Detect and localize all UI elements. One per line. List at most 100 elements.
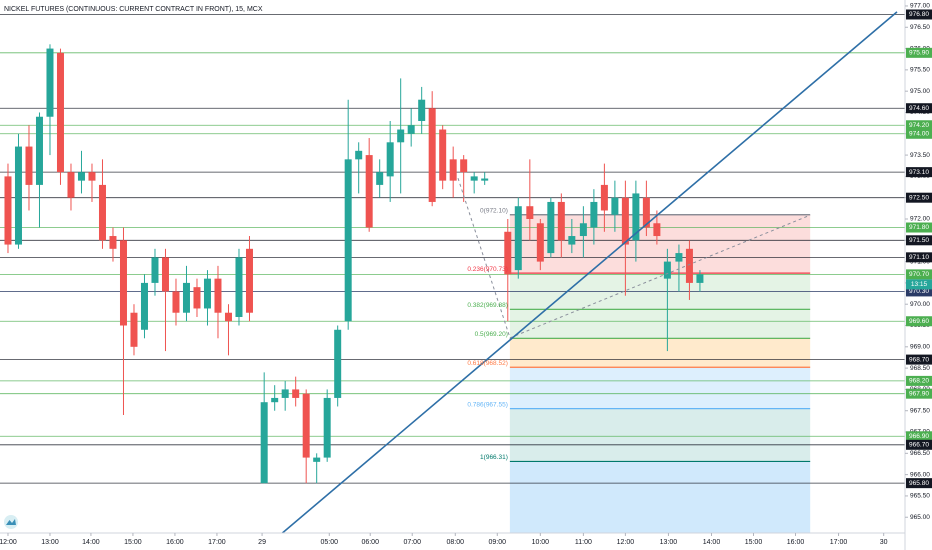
level-label: 969.60 bbox=[909, 318, 929, 325]
candle-body bbox=[203, 278, 211, 309]
logo bbox=[4, 515, 18, 529]
x-tick-label: 08:00 bbox=[447, 539, 465, 546]
candle-body bbox=[696, 274, 704, 283]
fib-label: 0.382(969.88) bbox=[467, 302, 507, 309]
candle-body bbox=[109, 236, 117, 249]
x-tick-label: 07:00 bbox=[403, 539, 421, 546]
countdown: 13:15 bbox=[911, 281, 928, 288]
level-box bbox=[906, 439, 932, 450]
level-label: 975.90 bbox=[909, 50, 929, 57]
fib-label: 0.5(969.20) bbox=[475, 331, 508, 338]
trend-line bbox=[281, 11, 898, 533]
y-tick-label: 977.00 bbox=[910, 3, 930, 10]
x-tick-label: 17:00 bbox=[830, 539, 848, 546]
level-box bbox=[906, 128, 932, 139]
level-label: 971.10 bbox=[909, 254, 929, 261]
y-tick-label: 965.00 bbox=[910, 514, 930, 521]
level-label: 970.70 bbox=[909, 271, 929, 278]
candle-body bbox=[214, 278, 222, 313]
x-tick-label: 13:00 bbox=[660, 539, 678, 546]
candle-body bbox=[526, 206, 534, 219]
x-tick-label: 15:00 bbox=[124, 539, 142, 546]
axes: 965.00965.50966.00966.50967.00967.50968.… bbox=[0, 3, 932, 546]
level-box bbox=[906, 47, 932, 58]
fib-zone bbox=[509, 461, 811, 533]
fib-label: 1(966.31) bbox=[480, 454, 508, 461]
level-label: 967.90 bbox=[909, 390, 929, 397]
fib-zone bbox=[509, 367, 811, 409]
candle-body bbox=[557, 201, 565, 241]
level-box bbox=[906, 252, 932, 263]
level-box bbox=[906, 167, 932, 178]
candle-body bbox=[245, 248, 253, 313]
candle-body bbox=[663, 261, 671, 279]
candle-body bbox=[35, 116, 43, 185]
candle-body bbox=[600, 184, 608, 211]
candle-body bbox=[344, 159, 352, 322]
x-tick-label: 09:00 bbox=[489, 539, 507, 546]
x-tick-label: 05:00 bbox=[321, 539, 339, 546]
x-tick-label: 29 bbox=[258, 539, 266, 546]
x-tick-label: 14:00 bbox=[82, 539, 100, 546]
candle-body bbox=[418, 99, 426, 122]
candle-body bbox=[281, 389, 289, 398]
candle-body bbox=[376, 172, 384, 185]
x-tick-label: 15:00 bbox=[745, 539, 763, 546]
candle-body bbox=[77, 172, 85, 181]
candle-body bbox=[302, 393, 310, 458]
candle-body bbox=[25, 146, 33, 185]
fib-label: 0(972.10) bbox=[480, 207, 508, 214]
level-box bbox=[906, 316, 932, 327]
x-tick-label: 12:00 bbox=[0, 539, 17, 546]
candle-body bbox=[46, 48, 54, 117]
candle-body bbox=[224, 312, 232, 322]
level-box bbox=[906, 269, 932, 280]
level-box bbox=[906, 286, 932, 297]
x-tick-label: 30 bbox=[880, 539, 888, 546]
candle-body bbox=[161, 257, 169, 292]
level-label: 973.10 bbox=[909, 169, 929, 176]
level-box bbox=[906, 9, 932, 20]
candle-body bbox=[653, 223, 661, 237]
candle-body bbox=[547, 201, 555, 254]
candle-body bbox=[386, 142, 394, 177]
candle-body bbox=[449, 159, 457, 181]
x-tick-label: 16:00 bbox=[787, 539, 805, 546]
y-tick-label: 969.00 bbox=[910, 344, 930, 351]
candle-body bbox=[56, 52, 64, 173]
candle-body bbox=[621, 197, 629, 245]
candle-body bbox=[313, 457, 321, 462]
candle-body bbox=[334, 329, 342, 398]
candle-body bbox=[98, 184, 106, 241]
level-box bbox=[906, 222, 932, 233]
y-tick-label: 976.50 bbox=[910, 24, 930, 31]
y-tick-label: 968.50 bbox=[910, 365, 930, 372]
candle-body bbox=[271, 397, 279, 403]
y-tick-label: 970.00 bbox=[910, 301, 930, 308]
level-box bbox=[906, 120, 932, 131]
candle-body bbox=[568, 236, 576, 245]
candle-body bbox=[193, 287, 201, 309]
level-box bbox=[906, 103, 932, 114]
fib-label: 0.236(970.73) bbox=[467, 266, 507, 273]
y-tick-label: 973.50 bbox=[910, 152, 930, 159]
candle-body bbox=[355, 150, 363, 160]
level-label: 972.50 bbox=[909, 194, 929, 201]
fib-label: 0.618(968.52) bbox=[467, 360, 507, 367]
fib-zone bbox=[509, 408, 811, 462]
dashed-line bbox=[457, 177, 811, 339]
candle-body bbox=[397, 129, 405, 143]
fib-label: 0.786(967.55) bbox=[467, 401, 507, 408]
level-label: 968.70 bbox=[909, 356, 929, 363]
candle-body bbox=[579, 223, 587, 237]
candle-body bbox=[130, 312, 138, 347]
candle-body bbox=[235, 257, 243, 317]
candle-body bbox=[365, 155, 373, 228]
candle-body bbox=[151, 257, 159, 283]
candle-body bbox=[590, 201, 598, 228]
candle-body bbox=[260, 402, 268, 484]
level-box bbox=[906, 192, 932, 203]
candle-body bbox=[470, 176, 478, 181]
